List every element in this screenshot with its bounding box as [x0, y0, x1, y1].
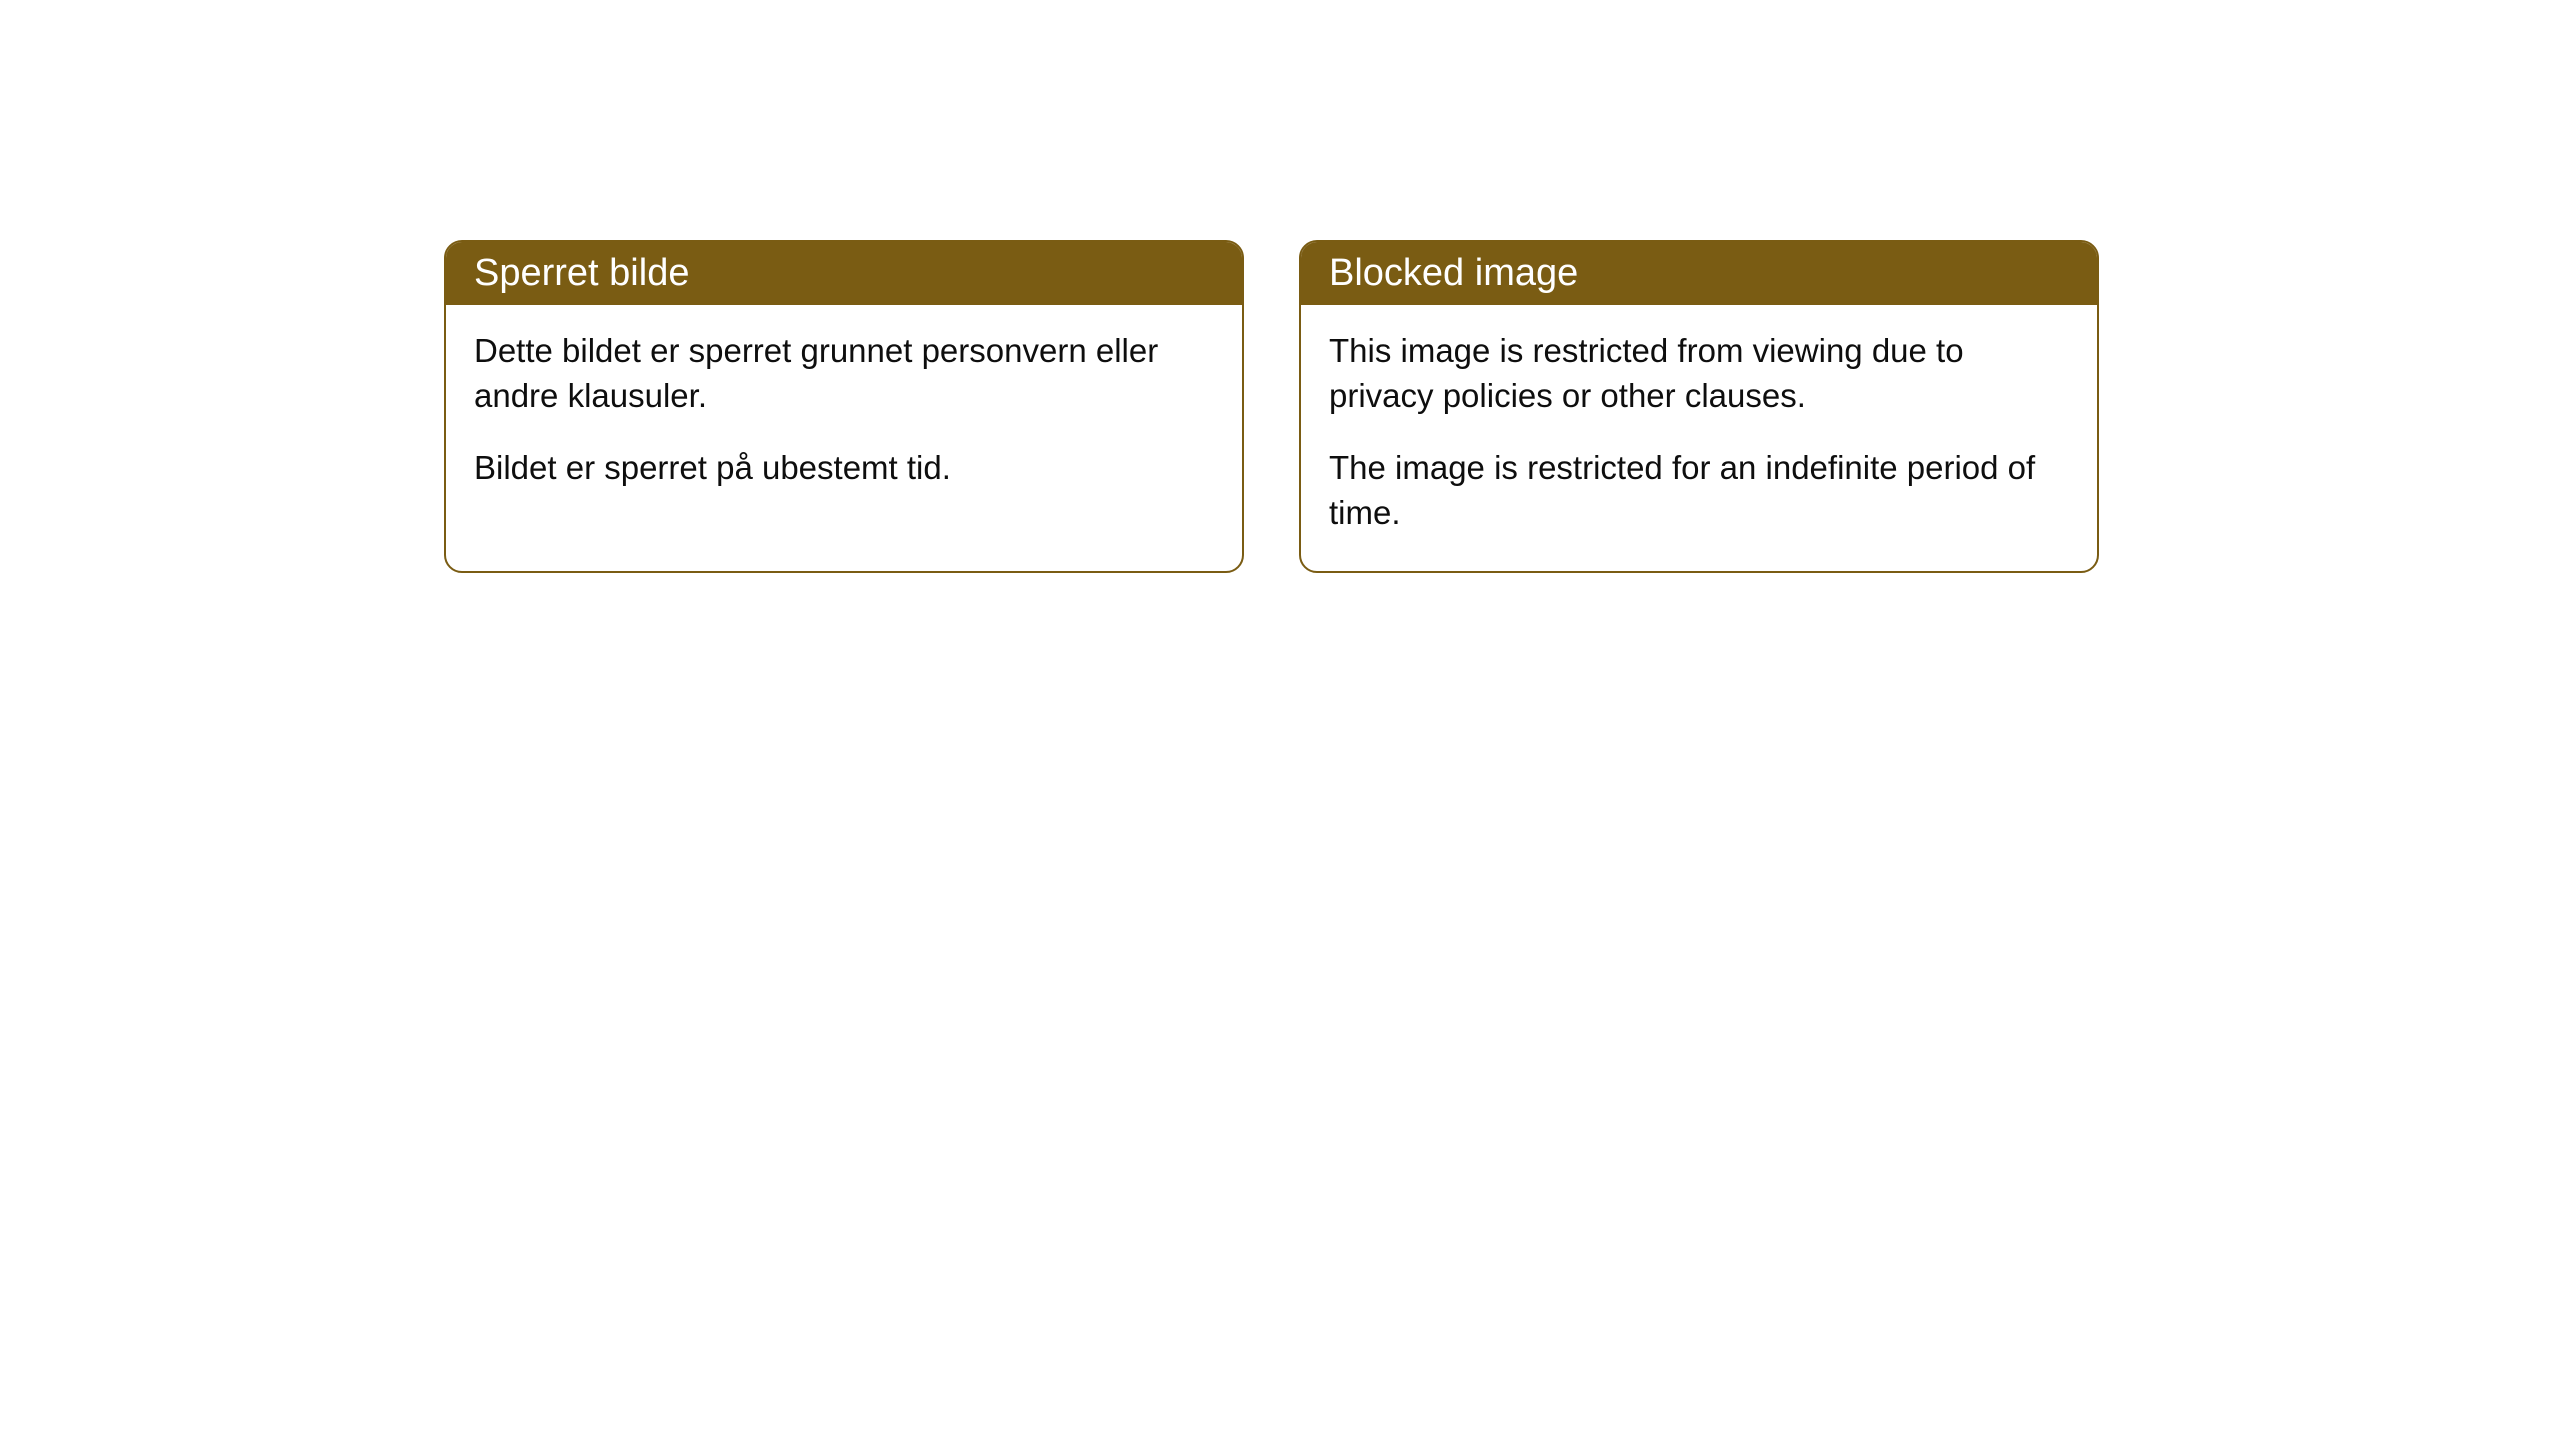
card-paragraph: Bildet er sperret på ubestemt tid. [474, 446, 1214, 491]
card-header: Blocked image [1301, 242, 2097, 305]
card-body: This image is restricted from viewing du… [1301, 305, 2097, 571]
notice-card-english: Blocked image This image is restricted f… [1299, 240, 2099, 573]
card-header: Sperret bilde [446, 242, 1242, 305]
card-paragraph: The image is restricted for an indefinit… [1329, 446, 2069, 535]
card-body: Dette bildet er sperret grunnet personve… [446, 305, 1242, 527]
card-paragraph: Dette bildet er sperret grunnet personve… [474, 329, 1214, 418]
notice-card-norwegian: Sperret bilde Dette bildet er sperret gr… [444, 240, 1244, 573]
card-paragraph: This image is restricted from viewing du… [1329, 329, 2069, 418]
notice-cards-container: Sperret bilde Dette bildet er sperret gr… [444, 240, 2099, 573]
